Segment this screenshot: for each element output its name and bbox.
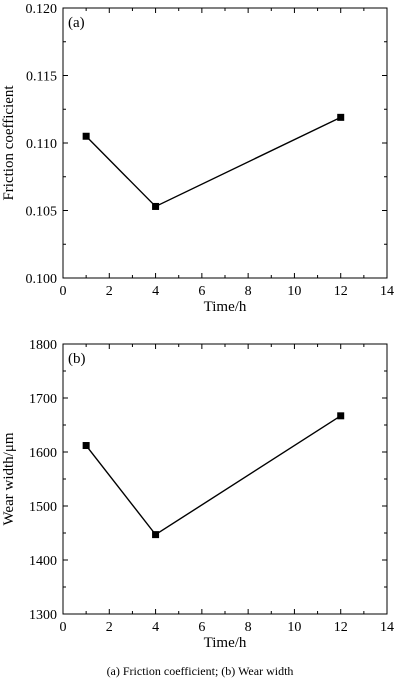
panel-b: 0 2 4 6 8 10 12 14 1300 1400 1500 1600 1700 1800 Time/… [1,338,394,651]
panel-a-series-line [85,116,342,208]
panel-b-x-tick-label: 14 [380,620,394,635]
panel-a-label: (a) [68,15,85,31]
panel-a-x-tick-label: 10 [287,284,301,299]
panel-b-series-line [85,415,342,536]
panel-a-x-tick-label: 4 [152,284,159,299]
panel-a-data-point [152,202,160,210]
panel-a-x-tick-label: 12 [334,284,348,299]
figure-caption: (a) Friction coefficient; (b) Wear width [107,664,294,678]
panel-b-y-tick-label: 1600 [29,446,57,461]
panel-b-data-point [82,442,90,450]
panel-b-x-tick-label: 12 [334,620,348,635]
panel-a-x-tick-label: 6 [198,284,205,299]
panel-a: 0 2 4 6 8 10 12 14 0.100 0.105 0.110 0.115 0.120 Time… [1,2,394,315]
panel-a-y-tick-label: 0.120 [26,2,58,17]
panel-a-plot-frame [62,7,388,279]
panel-a-data-point [82,132,90,140]
panel-a-y-tick-label: 0.110 [26,137,57,152]
panel-a-x-axis-title: Time/h [204,299,247,315]
panel-b-y-axis-title: Wear width/μm [1,432,17,525]
panel-b-x-tick-label: 2 [106,620,113,635]
panel-b-data-point [152,531,160,539]
panel-b-y-tick-label: 1300 [29,608,57,623]
panel-a-x-tick-label: 8 [245,284,252,299]
panel-b-y-tick-label: 1800 [29,338,57,353]
panel-a-y-tick-label: 0.115 [26,70,57,85]
panel-b-label: (b) [68,351,86,367]
panel-a-y-tick-label: 0.100 [26,272,58,287]
panel-b-x-axis-title: Time/h [204,635,247,651]
panel-a-data-point [337,113,345,121]
panel-a-y-tick-label: 0.105 [26,205,58,220]
panel-b-y-tick-label: 1700 [29,392,57,407]
panel-a-x-tick-label: 14 [380,284,394,299]
panel-b-x-tick-label: 8 [245,620,252,635]
panel-b-data-point [337,412,345,420]
panel-b-y-tick-label: 1500 [29,500,57,515]
panel-b-x-tick-label: 0 [60,620,67,635]
panel-a-x-tick-label: 0 [60,284,67,299]
panel-b-x-tick-label: 10 [287,620,301,635]
panel-b-x-tick-label: 4 [152,620,159,635]
panel-b-y-tick-label: 1400 [29,554,57,569]
panel-a-y-axis-title: Friction coefficient [1,85,17,201]
panel-a-x-tick-label: 2 [106,284,113,299]
panel-b-x-tick-label: 6 [198,620,205,635]
